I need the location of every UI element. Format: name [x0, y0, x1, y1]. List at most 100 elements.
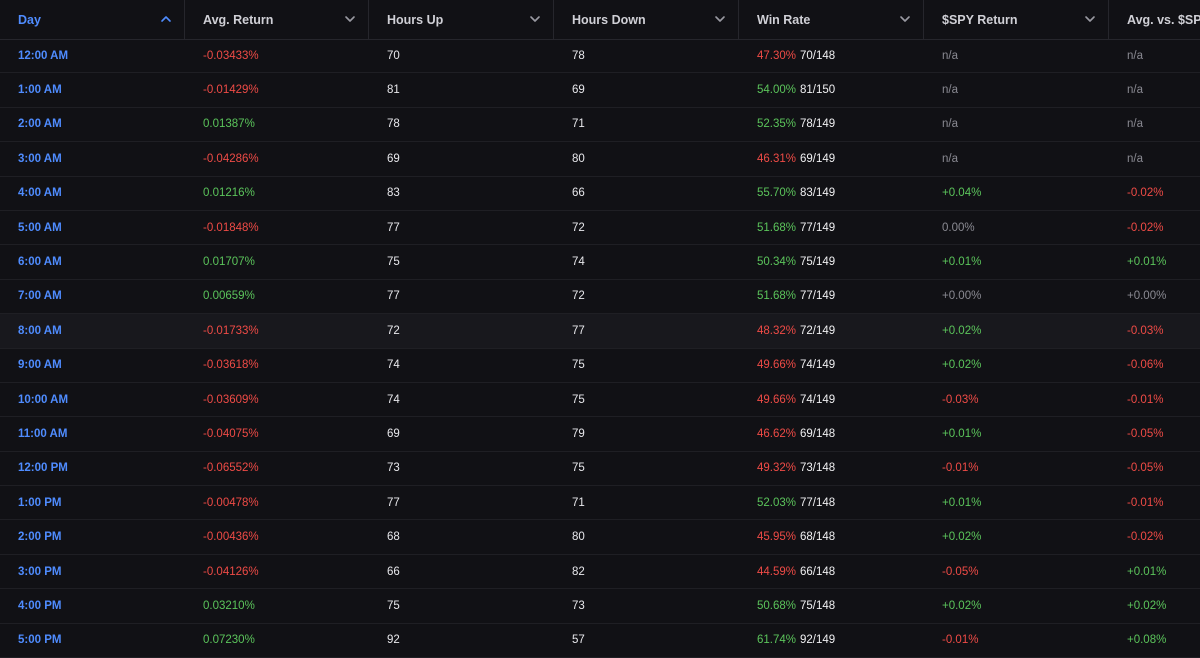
- table-row[interactable]: 8:00 AM -0.01733% 72 77 48.32% 72/149 +0.02% -0…: [0, 314, 1200, 349]
- chevron-down-icon[interactable]: [344, 14, 356, 24]
- cell-avg-vs-spy: -0.01%: [1127, 496, 1164, 509]
- table-row[interactable]: 4:00 AM 0.01216% 83 66 55.70% 83/149 +0.04% -0.…: [0, 177, 1200, 211]
- table-row[interactable]: 5:00 AM -0.01848% 77 72 51.68% 77/149 0.00% -0.…: [0, 211, 1200, 246]
- win-rate-percent: 54.00%: [757, 84, 797, 97]
- cell-hours-up: 81: [387, 84, 400, 97]
- cell-avg-return: -0.03618%: [203, 359, 259, 372]
- cell-hours-up: 92: [387, 634, 400, 647]
- cell-spy-return: +0.02%: [942, 359, 982, 372]
- table-row[interactable]: 10:00 AM -0.03609% 74 75 49.66% 74/149 -0.03% -…: [0, 383, 1200, 418]
- cell-spy-return: -0.01%: [942, 634, 979, 647]
- win-rate-fraction: 77/149: [800, 290, 836, 303]
- column-header-avg-return[interactable]: Avg. Return: [185, 0, 369, 39]
- table-row[interactable]: 6:00 AM 0.01707% 75 74 50.34% 75/149 +0.01% +0.…: [0, 245, 1200, 280]
- cell-win-rate: 48.32% 72/149: [739, 325, 924, 337]
- cell-hours-down: 79: [572, 427, 585, 440]
- cell-spy-return: -0.03%: [942, 393, 979, 406]
- table-row[interactable]: 7:00 AM 0.00659% 77 72 51.68% 77/149 +0.00% +0.…: [0, 280, 1200, 315]
- cell-spy-return: n/a: [942, 152, 958, 165]
- cell-hours-down: 80: [572, 152, 585, 165]
- chevron-down-icon[interactable]: [714, 14, 726, 24]
- cell-avg-return: -0.00436%: [203, 531, 259, 544]
- chevron-down-icon[interactable]: [899, 14, 911, 24]
- table-row[interactable]: 1:00 PM -0.00478% 77 71 52.03% 77/148 +0.01% -0…: [0, 486, 1200, 521]
- cell-avg-vs-spy: -0.05%: [1127, 427, 1164, 440]
- cell-day: 4:00 AM: [18, 187, 62, 200]
- cell-avg-vs-spy: -0.02%: [1127, 531, 1164, 544]
- cell-hours-down: 66: [572, 187, 585, 200]
- table-row[interactable]: 9:00 AM -0.03618% 74 75 49.66% 74/149 +0.02% -0…: [0, 349, 1200, 383]
- cell-avg-vs-spy: -0.06%: [1127, 359, 1164, 372]
- win-rate-fraction: 72/149: [800, 324, 836, 337]
- cell-spy-return: n/a: [942, 84, 958, 97]
- cell-day: 7:00 AM: [18, 290, 62, 303]
- chevron-down-icon[interactable]: [529, 14, 541, 24]
- table-row[interactable]: 4:00 PM 0.03210% 75 73 50.68% 75/148 +0.02% +0.…: [0, 589, 1200, 624]
- cell-day: 5:00 PM: [18, 634, 62, 647]
- column-header-day[interactable]: Day: [0, 0, 185, 39]
- column-header-hours-down[interactable]: Hours Down: [554, 0, 739, 39]
- cell-avg-vs-spy: -0.02%: [1127, 221, 1164, 234]
- chevron-down-icon[interactable]: [1084, 14, 1096, 24]
- cell-win-rate: 61.74% 92/149: [739, 634, 924, 646]
- cell-hours-up: 69: [387, 427, 400, 440]
- cell-win-rate: 50.68% 75/148: [739, 600, 924, 612]
- table-row[interactable]: 12:00 PM -0.06552% 73 75 49.32% 73/148 -0.01% -…: [0, 452, 1200, 487]
- table-row[interactable]: 2:00 PM -0.00436% 68 80 45.95% 68/148 +0.02% -0…: [0, 520, 1200, 555]
- cell-avg-vs-spy: n/a: [1127, 49, 1143, 62]
- cell-avg-return: 0.07230%: [203, 634, 255, 647]
- cell-day: 3:00 PM: [18, 565, 62, 578]
- cell-hours-down: 77: [572, 324, 585, 337]
- cell-hours-up: 74: [387, 393, 400, 406]
- table-row[interactable]: 5:00 PM 0.07230% 92 57 61.74% 92/149 -0.01% +0.…: [0, 624, 1200, 658]
- column-header-label: $SPY Return: [942, 12, 1018, 27]
- cell-win-rate: 47.30% 70/148: [739, 50, 924, 62]
- cell-hours-up: 77: [387, 290, 400, 303]
- cell-hours-down: 75: [572, 462, 585, 475]
- table-body: 12:00 AM -0.03433% 70 78 47.30% 70/148 n/a n/a 1…: [0, 39, 1200, 658]
- cell-hours-down: 71: [572, 496, 585, 509]
- cell-hours-down: 75: [572, 359, 585, 372]
- column-header-hours-up[interactable]: Hours Up: [369, 0, 554, 39]
- cell-win-rate: 49.66% 74/149: [739, 359, 924, 371]
- table-row[interactable]: 1:00 AM -0.01429% 81 69 54.00% 81/150 n/a n/a: [0, 73, 1200, 108]
- cell-hours-up: 66: [387, 565, 400, 578]
- cell-hours-up: 77: [387, 221, 400, 234]
- cell-hours-down: 72: [572, 221, 585, 234]
- cell-avg-return: -0.01848%: [203, 221, 259, 234]
- cell-win-rate: 49.32% 73/148: [739, 462, 924, 474]
- chevron-up-icon[interactable]: [160, 14, 172, 24]
- cell-hours-up: 73: [387, 462, 400, 475]
- table-row[interactable]: 12:00 AM -0.03433% 70 78 47.30% 70/148 n/a n/a: [0, 39, 1200, 74]
- table-row[interactable]: 2:00 AM 0.01387% 78 71 52.35% 78/149 n/a n/a: [0, 108, 1200, 143]
- table-row[interactable]: 3:00 PM -0.04126% 66 82 44.59% 66/148 -0.05% +0…: [0, 555, 1200, 590]
- cell-hours-down: 78: [572, 49, 585, 62]
- cell-win-rate: 46.31% 69/149: [739, 153, 924, 165]
- cell-spy-return: +0.01%: [942, 427, 982, 440]
- cell-avg-return: -0.01429%: [203, 84, 259, 97]
- cell-spy-return: +0.00%: [942, 290, 982, 303]
- column-header-avg-vs-spy[interactable]: Avg. vs. $SPY: [1109, 0, 1200, 39]
- cell-avg-return: 0.01216%: [203, 187, 255, 200]
- cell-spy-return: +0.02%: [942, 324, 982, 337]
- cell-avg-return: -0.04286%: [203, 152, 259, 165]
- column-header-win-rate[interactable]: Win Rate: [739, 0, 924, 39]
- cell-win-rate: 50.34% 75/149: [739, 256, 924, 268]
- table-row[interactable]: 11:00 AM -0.04075% 69 79 46.62% 69/148 +0.01% -…: [0, 417, 1200, 452]
- cell-spy-return: +0.01%: [942, 256, 982, 269]
- cell-spy-return: +0.04%: [942, 187, 982, 200]
- cell-hours-up: 74: [387, 359, 400, 372]
- cell-win-rate: 46.62% 69/148: [739, 428, 924, 440]
- cell-day: 1:00 PM: [18, 496, 62, 509]
- win-rate-fraction: 77/148: [800, 496, 836, 509]
- cell-hours-up: 78: [387, 118, 400, 131]
- cell-hours-up: 68: [387, 531, 400, 544]
- column-header-spy-return[interactable]: $SPY Return: [924, 0, 1109, 39]
- cell-avg-vs-spy: +0.01%: [1127, 565, 1167, 578]
- cell-avg-return: -0.04126%: [203, 565, 259, 578]
- cell-hours-down: 80: [572, 531, 585, 544]
- cell-avg-vs-spy: -0.03%: [1127, 324, 1164, 337]
- cell-day: 3:00 AM: [18, 152, 62, 165]
- table-row[interactable]: 3:00 AM -0.04286% 69 80 46.31% 69/149 n/a n/a: [0, 142, 1200, 177]
- column-header-label: Avg. Return: [203, 12, 274, 27]
